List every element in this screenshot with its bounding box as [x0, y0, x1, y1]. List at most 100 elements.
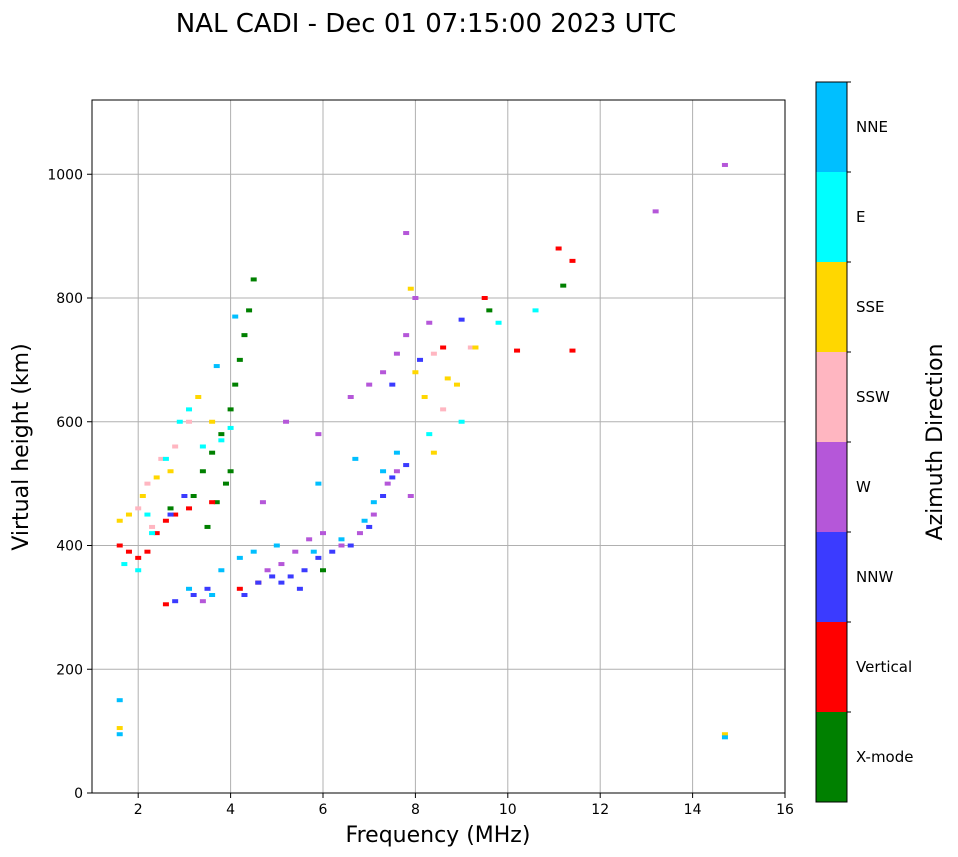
data-point-sse [444, 376, 451, 381]
data-point-vertical [162, 602, 169, 607]
data-point-nne [218, 568, 225, 573]
data-point-w [393, 351, 400, 356]
data-point-e [121, 562, 128, 567]
data-point-nne [361, 518, 368, 523]
y-tick-label: 800 [56, 291, 83, 307]
colorbar-label: NNE [856, 118, 888, 136]
colorbar-label: SSW [856, 388, 890, 406]
data-point-nnw [329, 549, 336, 554]
data-point-e [135, 568, 142, 573]
data-point-nne [213, 364, 220, 369]
data-point-sse [421, 395, 428, 399]
data-point-e [532, 308, 539, 313]
y-tick-label: 200 [56, 662, 83, 678]
grid-lines [92, 100, 786, 794]
data-point-nnw [458, 317, 465, 322]
data-point-nnw [417, 357, 424, 362]
data-point-sse [209, 419, 216, 424]
data-point-x-mode [320, 568, 326, 573]
data-point-w [356, 531, 363, 536]
data-point-ssw [149, 524, 156, 529]
data-point-nne [721, 735, 728, 740]
data-point-x-mode [204, 524, 211, 529]
data-point-ssw [467, 345, 474, 350]
data-point-w [264, 568, 271, 573]
data-point-nnw [190, 593, 197, 597]
data-point-nne [338, 537, 345, 542]
data-point-nnw [366, 524, 373, 529]
data-point-nnw [389, 475, 396, 480]
data-point-x-mode [241, 333, 248, 338]
data-point-nne [310, 549, 317, 554]
data-point-e [227, 425, 234, 430]
data-point-vertical [116, 543, 123, 548]
data-point-w [403, 333, 410, 338]
colorbar-segment-ssw [816, 352, 847, 442]
colorbar-label: E [856, 208, 865, 226]
data-point-w [320, 531, 326, 536]
data-point-nne [393, 450, 400, 455]
data-point-e [149, 531, 156, 536]
data-point-sse [195, 395, 202, 399]
data-point-w [403, 231, 410, 236]
data-point-e [144, 512, 151, 517]
data-point-nnw [269, 574, 276, 579]
data-point-w [407, 494, 414, 498]
data-point-nnw [204, 586, 211, 591]
data-point-x-mode [199, 469, 206, 474]
data-point-w [380, 370, 387, 375]
data-point-w [412, 296, 419, 300]
data-point-vertical [153, 531, 160, 536]
data-point-w [306, 537, 313, 542]
y-tick-label: 0 [74, 786, 83, 802]
data-point-w [292, 549, 299, 554]
data-point-nnw [181, 494, 188, 498]
data-point-vertical [135, 555, 142, 560]
data-point-w [426, 320, 433, 325]
data-point-w [259, 500, 266, 505]
x-tick-label: 16 [776, 802, 794, 818]
data-point-e [495, 320, 502, 325]
data-point-w [366, 382, 373, 387]
data-point-e [176, 419, 183, 424]
data-point-e [186, 407, 193, 412]
data-point-nnw [296, 586, 303, 591]
data-point-x-mode [213, 500, 220, 505]
data-point-ssw [172, 444, 179, 449]
data-point-vertical [125, 549, 132, 554]
data-point-nnw [389, 382, 396, 387]
x-tick-label: 14 [684, 802, 702, 818]
data-point-vertical [481, 296, 488, 300]
data-point-x-mode [560, 283, 567, 288]
y-axis-ticks: 0 200 400 600 800 1000 [47, 167, 92, 802]
data-point-sse [407, 286, 414, 291]
data-point-w [278, 562, 285, 567]
data-point-vertical [514, 348, 521, 353]
data-point-x-mode [227, 407, 234, 412]
data-point-vertical [236, 586, 243, 591]
data-point-nnw [347, 543, 354, 548]
data-point-e [458, 419, 465, 424]
data-point-w [199, 599, 206, 604]
data-point-w [652, 209, 659, 214]
colorbar-title: Azimuth Direction [923, 343, 948, 540]
data-point-w [393, 469, 400, 474]
data-point-sse [430, 450, 437, 455]
colorbar-frame [815, 81, 848, 803]
x-tick-label: 10 [499, 802, 517, 818]
data-point-w [283, 419, 290, 424]
data-point-nnw [301, 568, 308, 573]
data-point-x-mode [209, 450, 216, 455]
data-point-x-mode [486, 308, 493, 313]
data-point-nne [380, 469, 387, 474]
data-point-ssw [135, 506, 142, 511]
colorbar-segment-w [816, 442, 847, 532]
colorbar-segment-e [816, 172, 847, 262]
colorbar-label: SSE [856, 298, 885, 316]
data-point-nnw [278, 580, 285, 585]
data-point-e [218, 438, 225, 443]
y-tick-label: 600 [56, 415, 83, 431]
data-point-w [315, 432, 322, 437]
data-point-sse [139, 494, 146, 498]
